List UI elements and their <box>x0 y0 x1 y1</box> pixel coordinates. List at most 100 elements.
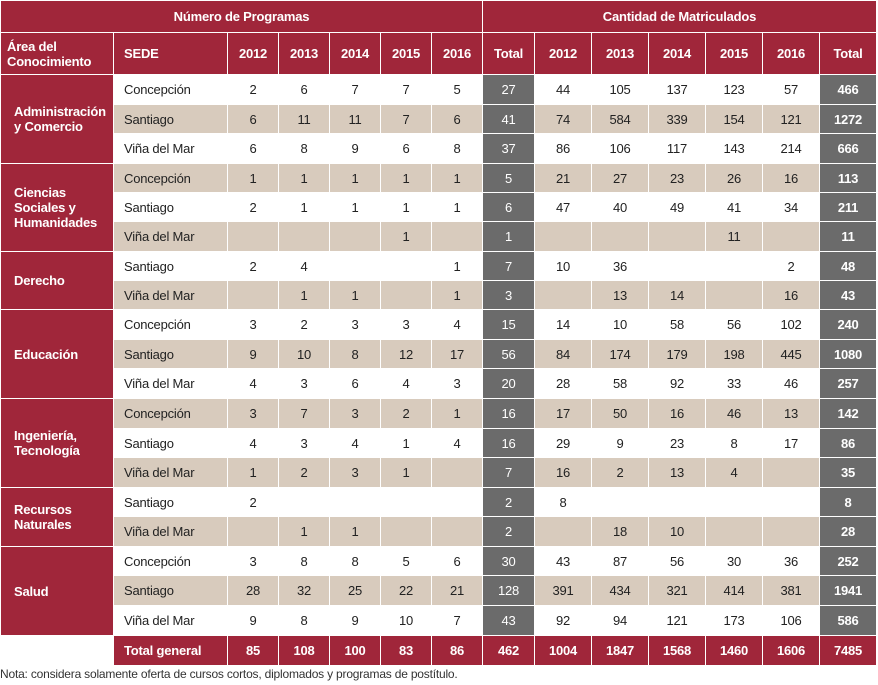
sede-cell: Santiago <box>113 428 228 458</box>
matriculados-cell: 17 <box>534 398 592 429</box>
matriculados-cell: 8 <box>534 487 592 517</box>
matriculados-total-cell: 86 <box>819 428 877 458</box>
programas-total-cell: 41 <box>482 104 535 134</box>
sede-cell: Viña del Mar <box>113 516 228 547</box>
matriculados-cell: 23 <box>648 163 706 193</box>
programas-cell <box>278 487 330 517</box>
matriculados-cell: 584 <box>591 104 649 134</box>
header-programas-year-2014: 2014 <box>329 32 381 75</box>
total-general-label: Total general <box>113 635 228 666</box>
programas-cell: 6 <box>329 368 381 399</box>
matriculados-cell: 58 <box>648 309 706 340</box>
programas-cell: 1 <box>329 163 381 193</box>
total-programas-cell: 86 <box>431 635 483 666</box>
matriculados-cell: 214 <box>762 133 820 164</box>
blank-cell <box>0 635 114 666</box>
programas-cell: 1 <box>380 428 432 458</box>
programas-cell <box>329 221 381 252</box>
matriculados-cell: 414 <box>705 575 763 606</box>
programas-cell: 2 <box>227 74 279 105</box>
sede-cell: Viña del Mar <box>113 280 228 310</box>
programas-cell: 6 <box>278 74 330 105</box>
matriculados-cell: 11 <box>705 221 763 252</box>
table-row: Educación Concepción 3 2 3 3 4 15 14 10 58 56 102 240 <box>0 309 877 399</box>
programas-cell: 1 <box>227 163 279 193</box>
area-label: Ingeniería, Tecnología <box>0 398 114 488</box>
sede-cell: Viña del Mar <box>113 221 228 252</box>
matriculados-cell: 117 <box>648 133 706 164</box>
matriculados-cell <box>762 457 820 488</box>
matriculados-cell <box>705 487 763 517</box>
programas-cell: 2 <box>227 487 279 517</box>
total-programas-cell: 108 <box>278 635 330 666</box>
programas-cell: 3 <box>329 398 381 429</box>
table-row: Viña del Mar 1 2 3 1 7 16 2 13 4 35 <box>1 457 877 488</box>
programas-cell: 1 <box>278 192 330 222</box>
programas-cell: 8 <box>329 546 381 576</box>
total-matriculados-cell: 1606 <box>762 635 820 666</box>
matriculados-cell: 84 <box>534 339 592 369</box>
programas-cell: 1 <box>278 163 330 193</box>
matriculados-cell: 16 <box>762 280 820 310</box>
header-matriculados-year-2016: 2016 <box>762 32 820 75</box>
matriculados-cell: 50 <box>591 398 649 429</box>
sede-cell: Santiago <box>113 575 228 606</box>
programas-total-cell: 128 <box>482 575 535 606</box>
programas-cell <box>380 251 432 281</box>
matriculados-cell: 43 <box>534 546 592 576</box>
matriculados-total-cell: 43 <box>819 280 877 310</box>
matriculados-cell <box>705 516 763 547</box>
matriculados-cell: 121 <box>648 605 706 636</box>
programas-cell: 4 <box>380 368 432 399</box>
programas-cell: 1 <box>329 280 381 310</box>
programas-cell <box>329 251 381 281</box>
programas-cell: 1 <box>431 163 483 193</box>
programas-total-cell: 27 <box>482 74 535 105</box>
programas-cell <box>431 221 483 252</box>
programas-cell: 4 <box>227 428 279 458</box>
programas-cell <box>380 516 432 547</box>
data-table: Número de Programas Cantidad de Matricul… <box>0 0 877 666</box>
matriculados-total-cell: 113 <box>819 163 877 193</box>
programas-total-cell: 16 <box>482 428 535 458</box>
table-row: Administración y Comercio Concepción 2 6 7 7 5… <box>0 74 877 164</box>
matriculados-cell: 123 <box>705 74 763 105</box>
matriculados-cell: 16 <box>648 398 706 429</box>
matriculados-cell <box>648 251 706 281</box>
sede-cell: Santiago <box>113 251 228 281</box>
area-label: Ciencias Sociales y Humanidades <box>0 163 114 252</box>
matriculados-cell: 34 <box>762 192 820 222</box>
matriculados-cell <box>705 280 763 310</box>
total-matriculados-cell: 1847 <box>591 635 649 666</box>
matriculados-cell: 40 <box>591 192 649 222</box>
total-programas-cell: 85 <box>227 635 279 666</box>
programas-cell: 1 <box>278 280 330 310</box>
header-programas-total: Total <box>482 32 535 75</box>
matriculados-cell: 46 <box>762 368 820 399</box>
header-programas-year-2016: 2016 <box>431 32 483 75</box>
header-area: Área del Conocimiento <box>0 32 114 75</box>
sede-cell: Santiago <box>113 192 228 222</box>
programas-cell: 1 <box>227 457 279 488</box>
matriculados-cell: 28 <box>534 368 592 399</box>
matriculados-total-cell: 35 <box>819 457 877 488</box>
table-row: Recursos Naturales Santiago 2 2 8 8 <box>0 487 877 547</box>
matriculados-cell: 10 <box>534 251 592 281</box>
programas-cell <box>329 487 381 517</box>
programas-cell <box>431 516 483 547</box>
matriculados-total-cell: 1272 <box>819 104 877 134</box>
programas-total-cell: 2 <box>482 516 535 547</box>
matriculados-cell: 198 <box>705 339 763 369</box>
sede-cell: Concepción <box>113 398 228 429</box>
programas-cell: 1 <box>380 163 432 193</box>
programas-cell: 3 <box>431 368 483 399</box>
programas-total-cell: 56 <box>482 339 535 369</box>
table-row: Ciencias Sociales y Humanidades Concepció… <box>0 163 877 252</box>
programas-cell: 17 <box>431 339 483 369</box>
table-row: Viña del Mar 6 8 9 6 8 37 86 106 117 143 214 666 <box>1 133 877 164</box>
programas-cell <box>227 516 279 547</box>
programas-cell: 1 <box>431 398 483 429</box>
programas-total-cell: 37 <box>482 133 535 164</box>
table-row: Santiago 28 32 25 22 21 128 391 434 321 414 381 1941 <box>1 575 877 606</box>
matriculados-cell: 56 <box>705 309 763 340</box>
